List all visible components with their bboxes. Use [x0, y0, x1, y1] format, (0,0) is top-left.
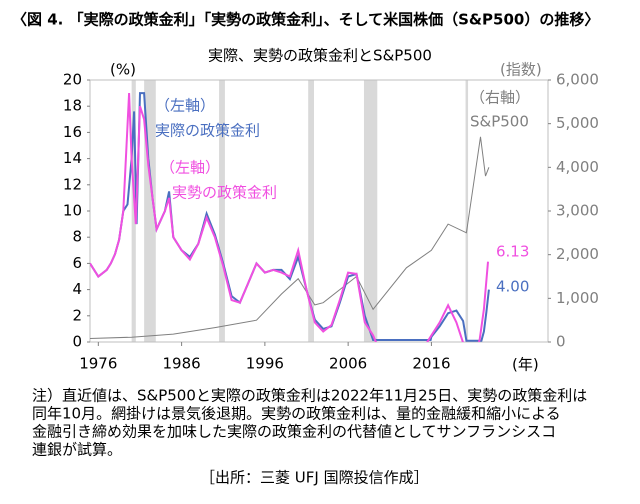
recession-band	[363, 80, 378, 342]
y-tick-label: 2	[72, 306, 82, 324]
y-tick-label: 12	[63, 175, 82, 193]
y2-tick-label: 4,000	[556, 158, 599, 176]
recession-band	[144, 80, 156, 342]
y2-tick-label: 1,000	[556, 289, 599, 307]
y2-tick-label: 6,000	[556, 71, 599, 89]
annotation: （右軸）	[470, 89, 530, 107]
y-tick-label: 20	[63, 71, 82, 89]
series-line	[90, 136, 490, 339]
note: 金融引き締め効果を加味した実際の政策金利の代替値としてサンフランシスコ	[32, 423, 556, 441]
y2-tick-label: 5,000	[556, 114, 599, 132]
y-tick-label: 0	[72, 333, 82, 351]
y-tick-label: 14	[63, 149, 82, 167]
y-tick-label: 8	[72, 228, 82, 246]
legend-label: 実勢の政策金利	[172, 184, 277, 202]
y-unit: (%)	[110, 61, 136, 79]
y2-tick-label: 3,000	[556, 202, 599, 220]
x-tick-label: 2006	[329, 355, 367, 373]
note: 同年10月。網掛けは景気後退期。実勢の政策金利は、量的金融緩和縮小による	[32, 405, 561, 423]
x-tick-label: 1996	[246, 355, 284, 373]
x-unit: (年)	[512, 356, 539, 374]
legend-label: S&P500	[470, 113, 529, 131]
recession-band	[308, 80, 315, 342]
y-tick-label: 16	[63, 123, 82, 141]
y2-tick-label: 2,000	[556, 245, 599, 263]
chart-title: 実際、実勢の政策金利とS&P500	[208, 47, 432, 65]
source: ［出所：三菱 UFJ 国際投信作成］	[200, 469, 429, 487]
note: 連銀が試算。	[32, 441, 122, 459]
x-tick-label: 1976	[79, 355, 117, 373]
end-label: 4.00	[496, 278, 529, 296]
note: 注）直近値は、S&P500と実際の政策金利は2022年11月25日、実勢の政策金…	[32, 387, 587, 405]
annotation: （左軸）	[155, 97, 215, 115]
y-tick-label: 18	[63, 97, 82, 115]
header-title: 〈図 4. 「実際の政策金利」「実勢の政策金利」、そして米国株価（S&P500）…	[12, 11, 599, 29]
y-tick-label: 10	[63, 202, 82, 220]
x-tick-label: 2016	[412, 355, 450, 373]
series-line	[90, 93, 489, 342]
annotation: （左軸）	[160, 159, 220, 177]
recession-band	[131, 80, 136, 342]
end-label: 6.13	[496, 243, 529, 261]
legend-label: 実際の政策金利	[155, 122, 260, 140]
y-tick-label: 6	[72, 254, 82, 272]
y2-unit: (指数)	[500, 61, 542, 79]
y2-tick-label: 0	[556, 333, 566, 351]
lines	[90, 92, 490, 342]
recession-band	[465, 80, 469, 342]
y-tick-label: 4	[72, 280, 82, 298]
recession-band	[219, 80, 225, 342]
x-tick-label: 1986	[163, 355, 201, 373]
